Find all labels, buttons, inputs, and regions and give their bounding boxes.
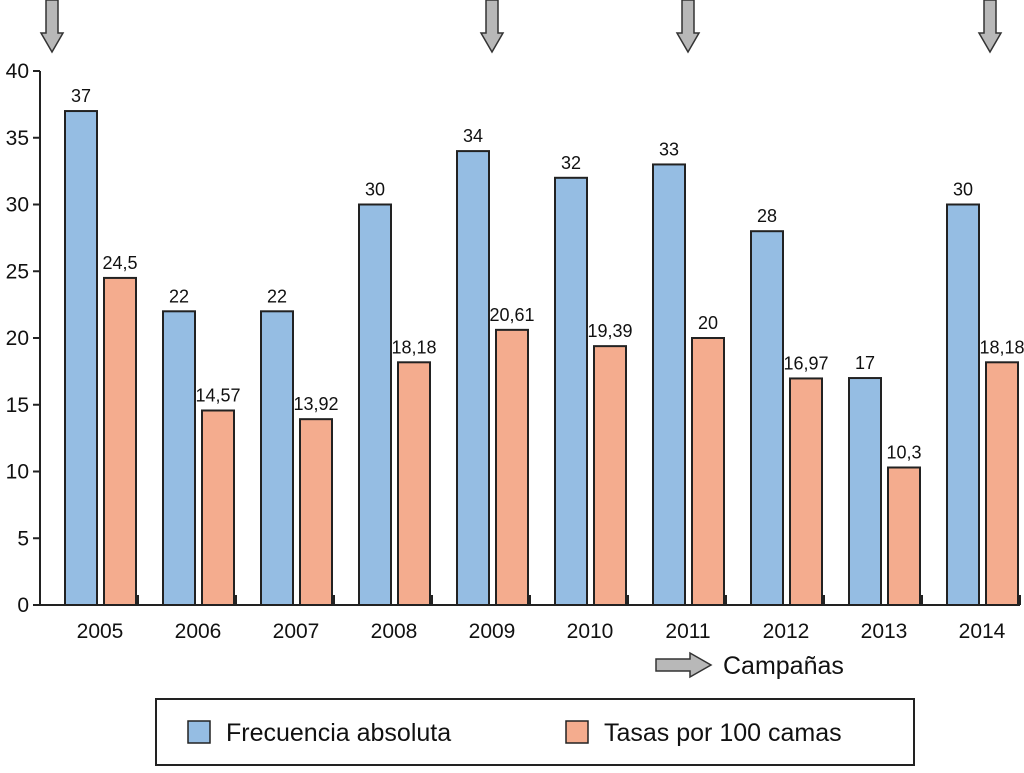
x-tick-label: 2010: [567, 620, 614, 643]
x-tick-label: 2009: [469, 620, 516, 643]
bar-frecuencia: [848, 377, 882, 606]
bar-frecuencia: [456, 150, 490, 606]
data-label: 18,18: [979, 337, 1024, 357]
y-tick-label: 20: [6, 327, 29, 350]
bar-tasas: [103, 276, 137, 606]
bar-frecuencia: [750, 230, 784, 606]
data-label: 33: [659, 139, 679, 159]
data-label: 19,39: [587, 321, 632, 341]
y-tick-label: 25: [6, 260, 29, 283]
x-tick-label: 2005: [77, 620, 124, 643]
legend-swatch: [187, 720, 211, 744]
data-label: 32: [561, 153, 581, 173]
x-tick-label: 2006: [175, 620, 222, 643]
y-tick-label: 10: [6, 461, 29, 484]
bar-frecuencia: [358, 203, 392, 606]
x-tick-label: 2014: [959, 620, 1006, 643]
y-tick-label: 0: [17, 594, 29, 617]
data-label: 14,57: [195, 385, 240, 405]
legend-label: Frecuencia absoluta: [226, 719, 451, 747]
x-tick-label: 2011: [665, 620, 710, 643]
x-tick-label: 2007: [273, 620, 320, 643]
data-label: 37: [71, 86, 91, 106]
bar-frecuencia: [554, 176, 588, 607]
data-label: 30: [365, 180, 385, 200]
bar-frecuencia: [946, 203, 980, 606]
bar-frecuencia: [162, 310, 196, 606]
data-label: 18,18: [391, 337, 436, 357]
down-arrow-icon: [977, 0, 1003, 54]
data-label: 28: [757, 206, 777, 226]
bar-tasas: [691, 337, 725, 606]
data-label: 22: [169, 286, 189, 306]
y-tick-label: 15: [6, 394, 29, 417]
bar-tasas: [397, 361, 431, 606]
legend-label: Tasas por 100 camas: [604, 719, 842, 747]
bar-tasas: [887, 466, 921, 606]
data-label: 30: [953, 180, 973, 200]
legend: [155, 698, 915, 766]
bar-tasas: [593, 345, 627, 606]
bar-tasas: [299, 418, 333, 606]
x-tick-label: 2012: [763, 620, 810, 643]
bar-tasas: [495, 328, 529, 606]
bar-frecuencia: [652, 163, 686, 606]
down-arrow-icon: [39, 0, 65, 54]
data-label: 22: [267, 286, 287, 306]
right-arrow-icon: [655, 651, 713, 679]
bar-tasas: [985, 361, 1019, 606]
bar-tasas: [789, 377, 823, 606]
down-arrow-icon: [479, 0, 505, 54]
data-label: 20,61: [489, 305, 534, 325]
down-arrow-icon: [675, 0, 701, 54]
x-tick-label: 2013: [861, 620, 908, 643]
y-tick-label: 5: [17, 527, 29, 550]
y-tick-label: 40: [6, 60, 29, 83]
bar-tasas: [201, 409, 235, 607]
data-label: 16,97: [783, 353, 828, 373]
y-tick-label: 30: [6, 194, 29, 217]
bar-frecuencia: [260, 310, 294, 606]
data-label: 34: [463, 126, 483, 146]
x-tick-label: 2008: [371, 620, 418, 643]
data-label: 20: [698, 313, 718, 333]
data-label: 17: [855, 353, 875, 373]
x-axis-title: Campañas: [723, 652, 844, 680]
data-label: 10,3: [886, 442, 921, 462]
data-label: 24,5: [102, 253, 137, 273]
legend-swatch: [565, 720, 589, 744]
data-label: 13,92: [293, 394, 338, 414]
bar-frecuencia: [64, 110, 98, 607]
y-tick-label: 35: [6, 127, 29, 150]
